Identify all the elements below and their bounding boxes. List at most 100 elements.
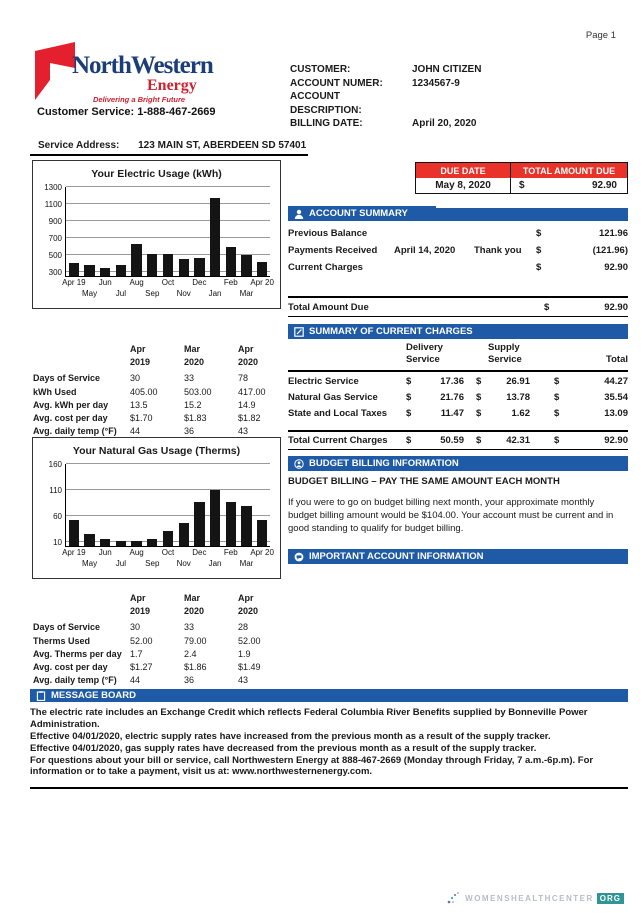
- x-axis-tick-label: Sep: [145, 559, 160, 568]
- x-axis-tick-label: Dec: [192, 278, 207, 287]
- total-due-amount: 92.90: [604, 302, 628, 313]
- usage-bar: [100, 538, 111, 546]
- usage-cell: $1.86: [184, 662, 207, 673]
- budget-billing-body: If you were to go on budget billing next…: [288, 497, 614, 534]
- usage-row-label: Therms Used: [33, 635, 91, 646]
- usage-bar: [147, 253, 158, 276]
- sparkle-icon: [447, 892, 459, 904]
- message-line: For questions about your bill or service…: [30, 754, 594, 778]
- usage-cell: 14.9: [238, 399, 256, 410]
- usage-row-label: kWh Used: [33, 386, 77, 397]
- usage-cell: 30: [130, 622, 141, 633]
- x-axis-tick-label: Oct: [161, 278, 175, 287]
- usage-cell: 1.7: [130, 648, 143, 659]
- usage-cell: 52.00: [238, 635, 261, 646]
- charge-currency: $: [476, 408, 482, 419]
- summary-row-date: [394, 225, 474, 242]
- usage-bar: [131, 243, 142, 276]
- spacer: [464, 374, 476, 390]
- charge-currency: $: [554, 376, 560, 387]
- summary-row-note: [474, 225, 536, 242]
- usage-row-label: Avg. daily temp (°F): [33, 426, 117, 437]
- spacer: [530, 433, 554, 449]
- usage-cell: $1.82: [238, 413, 261, 424]
- x-axis-tick-label: Apr 19: [62, 548, 86, 557]
- usage-bar: [131, 541, 142, 546]
- spacer: [530, 374, 554, 390]
- y-axis-tick-label: 700: [48, 234, 62, 243]
- gas-chart-title: Your Natural Gas Usage (Therms): [72, 445, 241, 457]
- usage-row-label: Days of Service: [33, 622, 101, 633]
- usage-cell: $1.83: [184, 413, 207, 424]
- charge-supply-amount: 42.31: [506, 435, 530, 446]
- usage-cell: 43: [238, 675, 249, 686]
- message-board: MESSAGE BOARD The electric rate includes…: [30, 689, 628, 778]
- due-date-header: DUE DATE: [416, 163, 511, 178]
- brand-sub-name: Energy: [147, 77, 197, 94]
- x-axis-tick-label: Nov: [176, 559, 191, 568]
- page-number: Page 1: [585, 30, 616, 41]
- spacer: [464, 406, 476, 422]
- message-line: Effective 04/01/2020, gas supply rates h…: [30, 742, 537, 754]
- usage-bar: [162, 254, 174, 276]
- customer-service-phone: Customer Service: 1-888-467-2669: [37, 106, 216, 118]
- x-axis-tick-label: Jul: [115, 289, 127, 298]
- usage-col-header: Apr 2020: [238, 593, 259, 617]
- charge-supply-amount: 1.62: [511, 408, 531, 419]
- charge-delivery-amount: 11.47: [440, 408, 464, 419]
- budget-billing-subtitle: BUDGET BILLING – PAY THE SAME AMOUNT EAC…: [288, 476, 560, 487]
- usage-cell: 78: [238, 373, 249, 384]
- charge-currency: $: [476, 435, 482, 446]
- summary-row-note: [474, 259, 536, 276]
- charge-delivery-amount: 17.36: [440, 376, 464, 387]
- person-icon: [294, 209, 304, 219]
- summary-row-label: Current Charges: [288, 262, 363, 273]
- usage-bar: [178, 258, 189, 276]
- charge-delivery-amount: 21.76: [440, 392, 464, 403]
- usage-bar: [209, 198, 221, 276]
- message-board-title: MESSAGE BOARD: [51, 690, 136, 701]
- usage-col-header: Apr 2019: [130, 593, 151, 617]
- watermark-org-badge: ORG: [596, 892, 624, 904]
- charge-currency: $: [406, 376, 412, 387]
- account-summary-title: ACCOUNT SUMMARY: [309, 208, 408, 219]
- account-field-row: ACCOUNT DESCRIPTION:: [290, 90, 620, 117]
- summary-row-label: Payments Received: [288, 245, 378, 256]
- y-axis-tick-label: 60: [53, 512, 62, 521]
- charge-currency: $: [554, 408, 560, 419]
- important-info-title: IMPORTANT ACCOUNT INFORMATION: [309, 551, 484, 562]
- summary-row-currency: $: [536, 245, 542, 256]
- charge-row-label: Electric Service: [288, 376, 359, 387]
- usage-bar: [241, 254, 252, 276]
- account-field-value: [412, 90, 620, 117]
- usage-bar: [225, 247, 236, 276]
- chart-gridline: [66, 220, 270, 221]
- charge-total-amount: 35.54: [604, 392, 628, 403]
- electric-usage-chart: Your Electric Usage (kWh) 300 500 700 900 11…: [32, 160, 281, 309]
- message-board-header: MESSAGE BOARD: [30, 689, 628, 704]
- budget-billing-title: BUDGET BILLING INFORMATION: [309, 458, 459, 469]
- chart-gridline: [66, 237, 270, 238]
- usage-bar: [68, 520, 79, 546]
- charge-currency: $: [406, 392, 412, 403]
- x-axis-tick-label: Apr 20: [250, 548, 274, 557]
- y-axis-tick-label: 500: [48, 251, 62, 260]
- divider: [288, 296, 628, 298]
- person-circle-icon: [294, 458, 304, 469]
- x-axis-tick-label: Dec: [192, 548, 207, 557]
- spacer: [530, 406, 554, 422]
- charge-currency: $: [406, 408, 412, 419]
- service-address-label: Service Address:: [38, 140, 120, 151]
- due-date-value: May 8, 2020: [416, 178, 511, 193]
- budget-billing-header: BUDGET BILLING INFORMATION: [288, 456, 628, 471]
- gas-usage-chart: Your Natural Gas Usage (Therms) 10 60 110 1…: [32, 437, 281, 579]
- charge-total-amount: 13.09: [604, 408, 628, 419]
- usage-bar: [256, 520, 268, 546]
- brand-name: NorthWestern: [72, 52, 214, 79]
- bottom-divider: [30, 787, 628, 789]
- charge-row-label: Total Current Charges: [288, 435, 388, 446]
- usage-cell: 79.00: [184, 635, 207, 646]
- current-charges-title: SUMMARY OF CURRENT CHARGES: [309, 326, 473, 337]
- usage-cell: 405.00: [130, 386, 158, 397]
- usage-col-spacer: [33, 343, 130, 372]
